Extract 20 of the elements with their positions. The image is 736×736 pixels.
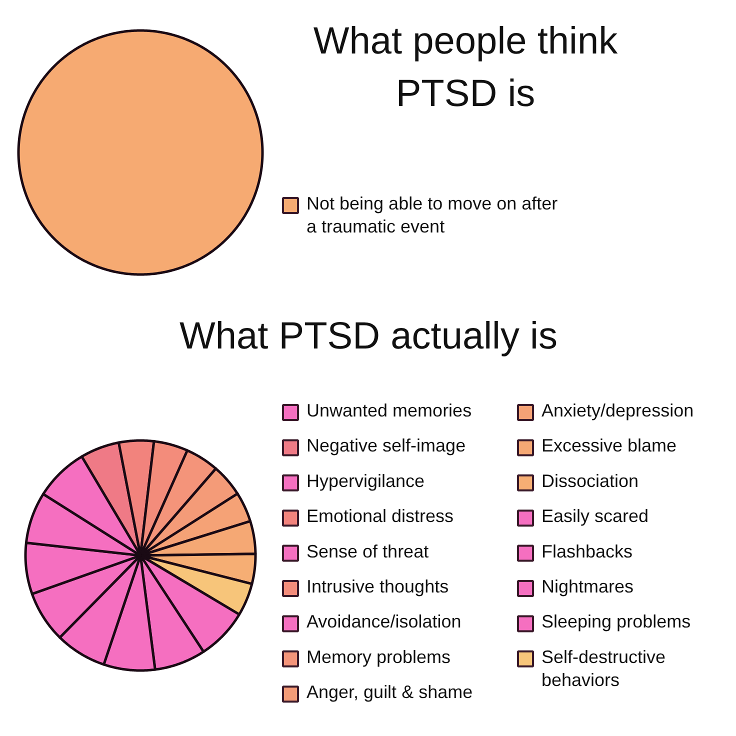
legend-label: Excessive blame bbox=[542, 436, 677, 456]
legend-label: Negative self-image bbox=[306, 436, 466, 456]
legend-label: Nightmares bbox=[542, 576, 634, 596]
text: What people think PTSD is bbox=[313, 20, 619, 115]
legend-label: Intrusive thoughts bbox=[306, 576, 449, 596]
legend-label: Flashbacks bbox=[542, 541, 633, 562]
legend-label: Hypervigilance bbox=[306, 470, 425, 491]
legend-label: Sense of threat bbox=[306, 541, 429, 562]
legend-label: Memory problems bbox=[306, 646, 451, 667]
legend-label: Not being able to move on after a traumatic event bbox=[306, 194, 558, 236]
legend-label: Emotional distress bbox=[306, 506, 454, 526]
legend-label: Avoidance/isolation bbox=[306, 612, 462, 632]
legend-label: Unwanted memories bbox=[306, 400, 472, 420]
legend-label: Anxiety/depression bbox=[542, 400, 694, 420]
legend-label: Self-destructive behaviors bbox=[542, 646, 666, 690]
chart-title: What PTSD actually is bbox=[180, 316, 558, 358]
legend-label: Sleeping problems bbox=[542, 612, 691, 632]
legend-label: Dissociation bbox=[542, 470, 639, 491]
legend-label: Easily scared bbox=[542, 506, 649, 526]
legend-label: Anger, guilt & shame bbox=[306, 682, 473, 702]
